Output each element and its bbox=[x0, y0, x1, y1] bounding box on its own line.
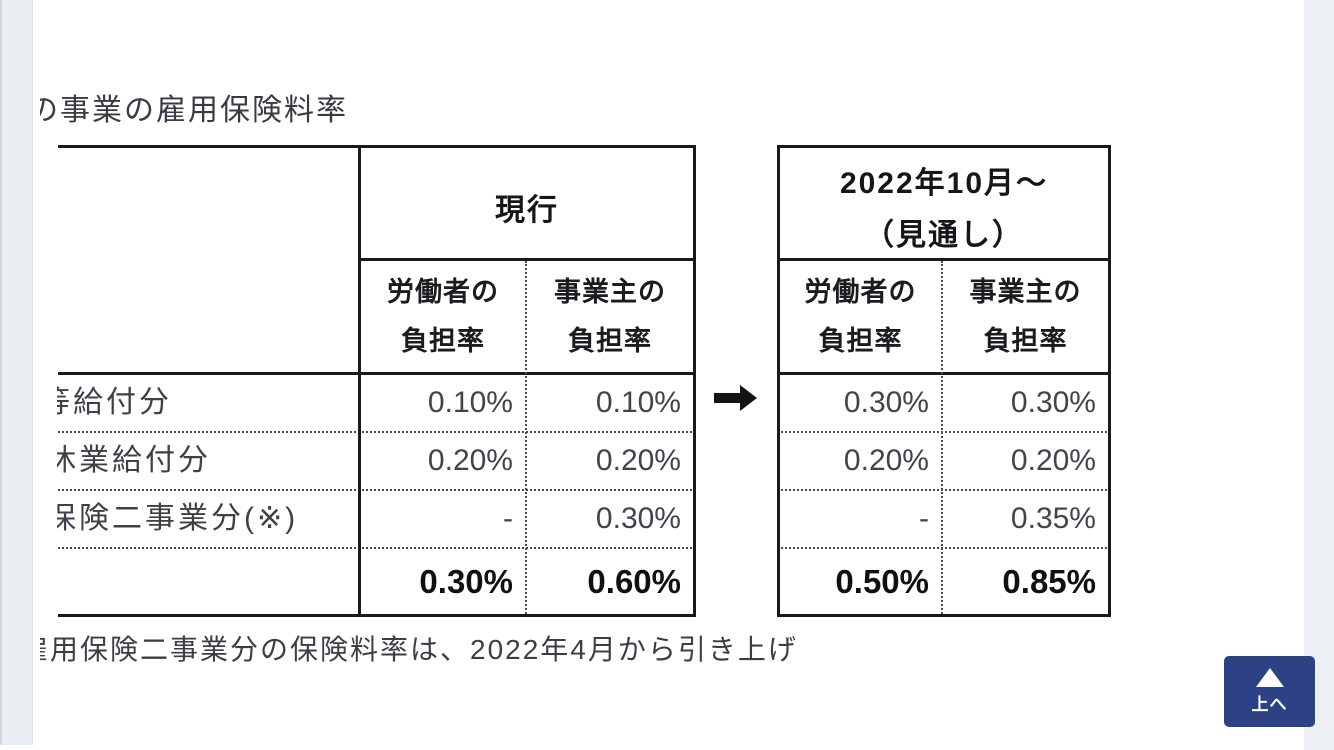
table-border bbox=[358, 145, 361, 617]
table-cell: 0.30% bbox=[843, 386, 929, 419]
table-cell: 0.10% bbox=[595, 386, 681, 419]
table-border bbox=[358, 258, 696, 261]
table-cell: 0.20% bbox=[427, 444, 513, 477]
table-cell: 0.35% bbox=[1010, 502, 1096, 535]
table-cell: - bbox=[919, 502, 929, 535]
page-left-margin bbox=[0, 0, 33, 745]
table-divider bbox=[525, 261, 527, 614]
table-cell: 0.20% bbox=[843, 444, 929, 477]
table-divider bbox=[941, 261, 943, 614]
back-to-top-button[interactable]: 上へ bbox=[1224, 656, 1315, 727]
table-border bbox=[1108, 145, 1111, 617]
document-content: の事業の雇用保険料率 現行 労働者の 負担率 事業主の 負担率 等給付分 休業給… bbox=[40, 0, 1334, 750]
total-cell: 0.30% bbox=[419, 563, 513, 600]
left-clip-mask bbox=[40, 372, 57, 617]
table-cell: 0.20% bbox=[1010, 444, 1096, 477]
subheader-worker-rate: 労働者の 負担率 bbox=[804, 277, 917, 356]
table-divider bbox=[58, 431, 696, 433]
table-cell: 0.30% bbox=[595, 502, 681, 535]
table-divider bbox=[58, 547, 696, 549]
table-border bbox=[693, 145, 696, 617]
row-label: 等給付分 bbox=[40, 386, 172, 419]
subheader-employer-rate: 事業主の 負担率 bbox=[554, 277, 666, 356]
table-cell: 0.10% bbox=[427, 386, 513, 419]
page-right-margin bbox=[1304, 0, 1334, 750]
table-border bbox=[777, 145, 780, 617]
table-cell: - bbox=[503, 502, 513, 535]
back-to-top-label: 上へ bbox=[1251, 695, 1288, 714]
table-border bbox=[58, 614, 696, 617]
table-divider bbox=[777, 489, 1111, 491]
table-border bbox=[777, 614, 1111, 617]
table-border bbox=[777, 258, 1111, 261]
row-label: 保険二事業分(※) bbox=[46, 502, 299, 535]
table-border bbox=[777, 372, 1111, 375]
table-border bbox=[58, 145, 696, 148]
table-divider bbox=[777, 547, 1111, 549]
column-group-forecast: 2022年10月〜 （見通し） bbox=[839, 167, 1049, 252]
table-cell: 0.30% bbox=[1010, 386, 1096, 419]
table-cell: 0.20% bbox=[595, 444, 681, 477]
table-border bbox=[58, 372, 696, 375]
total-cell: 0.60% bbox=[587, 563, 681, 600]
column-group-current: 現行 bbox=[495, 194, 559, 227]
right-arrow-icon bbox=[712, 385, 758, 411]
total-cell: 0.50% bbox=[835, 563, 929, 600]
table-divider bbox=[777, 431, 1111, 433]
page-title: の事業の雇用保険料率 bbox=[40, 94, 348, 127]
subheader-worker-rate: 労働者の 負担率 bbox=[387, 277, 499, 356]
table-divider bbox=[58, 489, 696, 491]
up-triangle-icon bbox=[1255, 668, 1284, 687]
table-border bbox=[777, 145, 1111, 148]
row-label: 休業給付分 bbox=[46, 444, 211, 477]
subheader-employer-rate: 事業主の 負担率 bbox=[969, 277, 1082, 356]
total-cell: 0.85% bbox=[1002, 563, 1096, 600]
footnote: 雇用保険二事業分の保険料率は、2022年4月から引き上げ bbox=[40, 634, 798, 665]
